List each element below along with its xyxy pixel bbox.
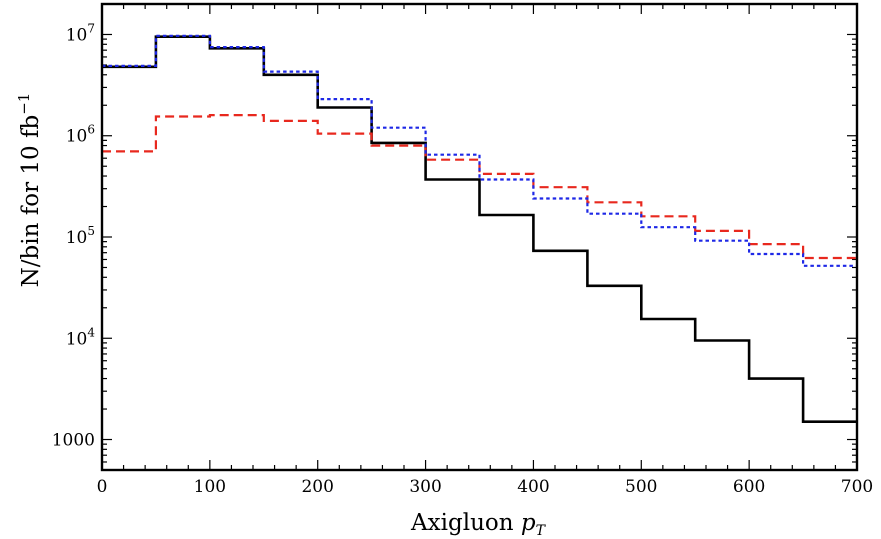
y-tick-exponent: 7 — [87, 21, 95, 35]
x-tick-label: 500 — [625, 477, 657, 497]
y-axis-title: N/bin for 10 fb−1 — [15, 93, 44, 288]
y-tick-label: 105 — [66, 224, 95, 248]
x-tick-label: 700 — [841, 477, 873, 497]
y-tick-label: 107 — [66, 21, 95, 45]
x-axis-title-var: p — [521, 510, 536, 536]
series-dotted-line — [102, 34, 857, 267]
y-tick-base: 10 — [66, 25, 88, 45]
y-tick-exponent: 4 — [87, 325, 95, 339]
x-axis-title-sub: T — [536, 523, 547, 539]
y-tick-exponent: 6 — [87, 123, 95, 137]
x-tick-label: 300 — [409, 477, 441, 497]
x-tick-label: 200 — [301, 477, 333, 497]
y-tick-base: 10 — [66, 228, 88, 248]
series-layer — [102, 34, 857, 423]
x-axis-title: Axigluon pT — [410, 510, 547, 539]
x-tick-label: 600 — [733, 477, 765, 497]
y-tick-label: 104 — [66, 325, 96, 349]
y-tick-label: 1000 — [52, 431, 95, 451]
x-axis-title-word: Axigluon — [410, 510, 514, 536]
series-solid-line — [102, 35, 857, 423]
x-tick-label: 0 — [97, 477, 108, 497]
y-axis-title-sup: −1 — [15, 93, 33, 115]
y-tick-base: 10 — [66, 329, 88, 349]
axis-ticks — [101, 3, 858, 471]
y-tick-exponent: 5 — [87, 224, 95, 238]
y-axis-title-main: N/bin for 10 fb — [18, 115, 44, 288]
x-tick-label: 100 — [194, 477, 226, 497]
x-tick-label: 400 — [517, 477, 549, 497]
y-tick-label: 106 — [66, 123, 95, 147]
series-dashed-line — [102, 114, 857, 260]
plot-frame — [100, 2, 859, 472]
y-tick-base: 1000 — [52, 431, 95, 451]
y-tick-base: 10 — [66, 127, 88, 147]
